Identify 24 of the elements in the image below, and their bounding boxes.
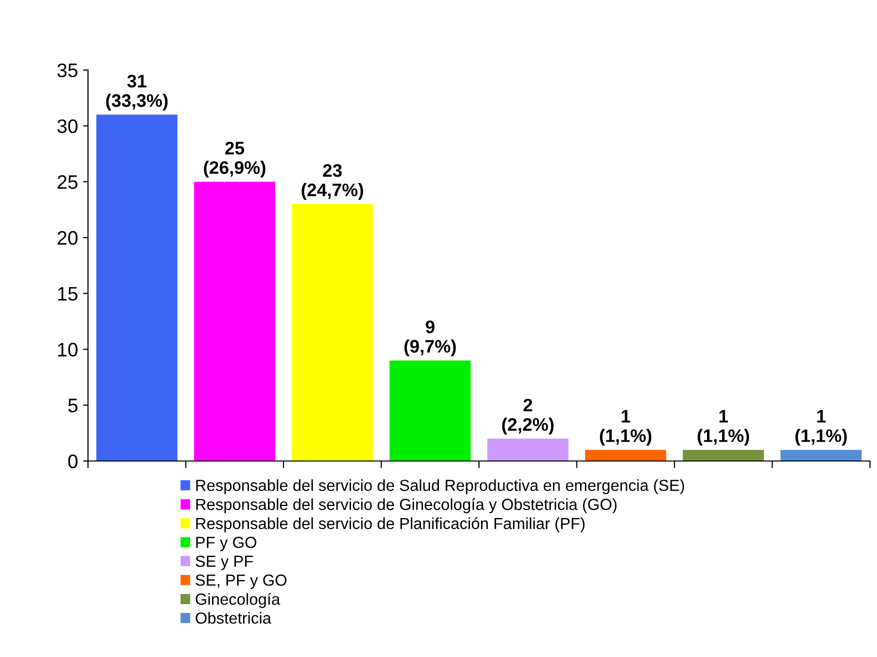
data-label: 25 (26,9%) xyxy=(204,142,266,178)
data-label: 9 (9,7%) xyxy=(404,320,456,356)
y-tick-label: 25 xyxy=(58,175,78,189)
y-tick-label: 15 xyxy=(58,287,78,301)
legend-label: Responsable del servicio de Ginecología y Obstetricia (GO) xyxy=(196,498,617,514)
legend-label: PF y GO xyxy=(196,536,256,552)
y-tick-label: 0 xyxy=(68,454,78,468)
data-label: 31 (33,3%) xyxy=(106,74,168,111)
data-label: 1 (1,1%) xyxy=(698,410,750,446)
legend-label: Obstetricia xyxy=(196,612,272,624)
y-tick-label: 30 xyxy=(57,119,78,134)
legend-label: Responsable del servicio de Salud Reproductiva en emergencia (SE) xyxy=(196,479,684,494)
data-label: 1 (1,1%) xyxy=(795,410,847,446)
data-label: 2 (2,2%) xyxy=(502,398,554,434)
y-tick-label: 10 xyxy=(58,342,78,357)
data-label: 23 (24,7%) xyxy=(302,164,364,200)
y-tick-label: 5 xyxy=(68,398,78,412)
y-tick-label: 35 xyxy=(57,63,78,78)
legend-label: Ginecología xyxy=(196,592,280,608)
legend-label: SE, PF y GO xyxy=(196,574,286,589)
data-label: 1 (1,1%) xyxy=(600,410,652,446)
y-tick-label: 20 xyxy=(58,231,78,245)
legend-label: SE y PF xyxy=(196,556,253,570)
legend-label: Responsable del servicio de Planificación Familiar (PF) xyxy=(196,517,585,532)
